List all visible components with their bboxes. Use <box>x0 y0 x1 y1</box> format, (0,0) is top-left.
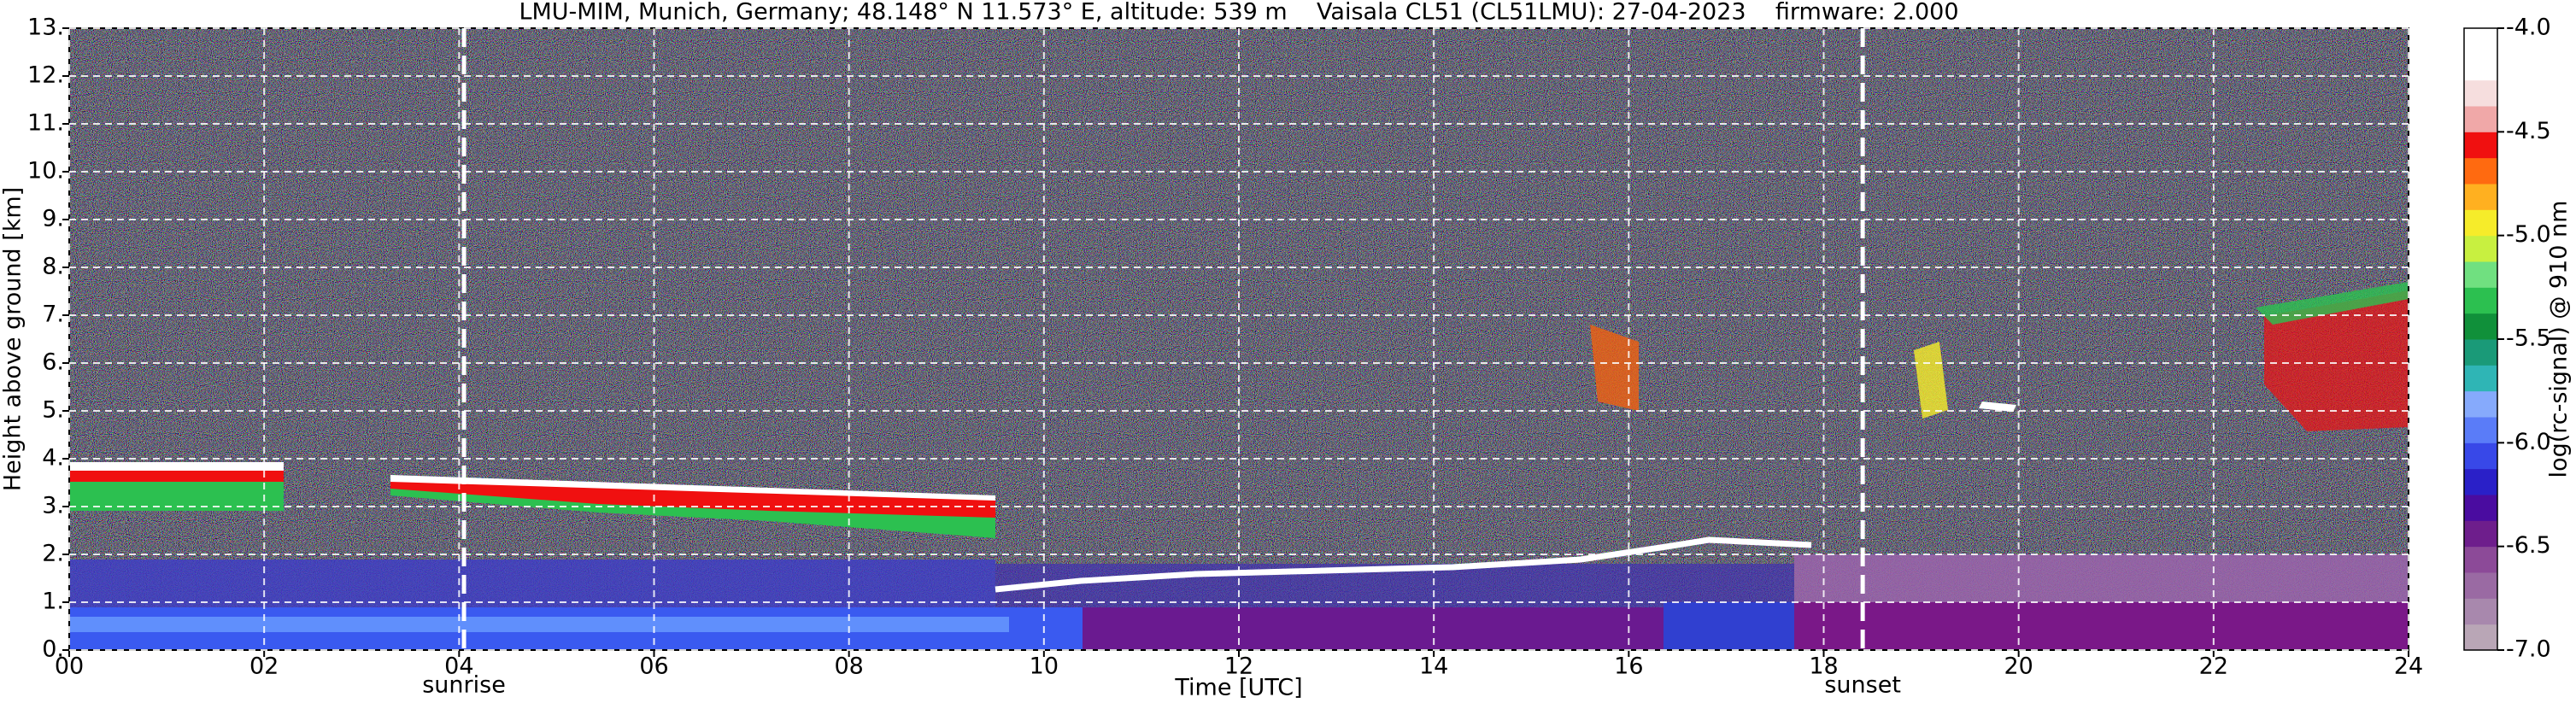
colorbar-segment <box>2464 28 2497 55</box>
x-tick-label: 00 <box>55 653 84 680</box>
colorbar-segment <box>2464 287 2497 314</box>
colorbar-segment <box>2464 106 2497 132</box>
cirrus <box>1590 325 1639 411</box>
colorbar-label: log(rc-signal) @ 910 nm <box>2546 201 2573 478</box>
x-tick-label: 06 <box>639 653 668 680</box>
y-tick-label: 1. <box>42 589 64 615</box>
colorbar-segment <box>2464 261 2497 288</box>
boundary-layer <box>69 617 1009 632</box>
x-tick-label: 12 <box>1224 653 1253 680</box>
boundary-layer <box>1083 607 1664 650</box>
cloud-layer <box>69 462 284 471</box>
y-axis-label: Height above ground [km] <box>0 187 26 491</box>
cirrus <box>1914 342 1948 419</box>
colorbar-segment <box>2464 54 2497 81</box>
x-tick-label: 18 <box>1809 653 1838 680</box>
x-tick-label: 14 <box>1419 653 1448 680</box>
y-tick-label: 9. <box>42 206 64 232</box>
colorbar-tick-label: -7.0 <box>2506 636 2551 663</box>
colorbar-segment <box>2464 468 2497 495</box>
y-tick-label: 3. <box>42 493 64 519</box>
y-tick-label: 8. <box>42 254 64 280</box>
chart-title: LMU-MIM, Munich, Germany; 48.148° N 11.5… <box>519 0 1958 26</box>
colorbar-segment <box>2464 417 2497 443</box>
colorbar-tick-label: -4.5 <box>2506 118 2551 144</box>
colorbar-segment <box>2464 365 2497 392</box>
cirrus <box>1979 401 2016 412</box>
x-tick-label: 04 <box>444 653 473 680</box>
x-tick-label: 22 <box>2199 653 2228 680</box>
colorbar-segment <box>2464 313 2497 340</box>
sun-marker-label: sunrise <box>422 672 506 699</box>
cloud-layer <box>69 470 284 482</box>
colorbar-tick-label: -5.5 <box>2506 325 2551 352</box>
y-tick-label: 2. <box>42 541 64 567</box>
cloud-layer <box>69 480 284 511</box>
y-tick-label: 11. <box>27 110 64 137</box>
cloud-layer <box>390 478 995 518</box>
colorbar-segment <box>2464 235 2497 262</box>
colorbar-tick-label: -6.0 <box>2506 429 2551 455</box>
x-tick-label: 24 <box>2394 653 2423 680</box>
x-tick-label: 08 <box>834 653 863 680</box>
colorbar-segment <box>2464 572 2497 599</box>
colorbar-segment <box>2464 624 2497 651</box>
colorbar-segment <box>2464 79 2497 107</box>
colorbar-segment <box>2464 442 2497 470</box>
x-tick-label: 20 <box>2004 653 2033 680</box>
colorbar-segment <box>2464 495 2497 521</box>
colorbar-segment <box>2464 390 2497 418</box>
colorbar-segment <box>2464 132 2497 159</box>
cloud-layer <box>390 475 995 501</box>
y-tick-label: 0. <box>42 636 64 663</box>
colorbar-tick-label: -6.5 <box>2506 532 2551 559</box>
colorbar-segment <box>2464 184 2497 210</box>
cirrus <box>2256 282 2409 325</box>
y-tick-label: 5. <box>42 397 64 424</box>
y-tick-label: 7. <box>42 302 64 328</box>
colorbar-segment <box>2464 546 2497 573</box>
y-tick-label: 12. <box>27 62 64 89</box>
sun-marker-label: sunset <box>1824 672 1901 699</box>
colorbar-segment <box>2464 520 2497 548</box>
boundary-layer <box>1664 602 1794 650</box>
x-tick-label: 16 <box>1614 653 1643 680</box>
x-tick-label: 02 <box>249 653 279 680</box>
y-tick-label: 4. <box>42 445 64 472</box>
aerosol-layer <box>69 560 995 607</box>
low-cloud <box>995 536 1812 593</box>
y-tick-label: 10. <box>27 158 64 185</box>
x-axis-label: Time [UTC] <box>1174 675 1302 701</box>
aerosol-layer <box>1794 554 2409 602</box>
y-tick-label: 13. <box>27 15 64 41</box>
colorbar-tick-label: -5.0 <box>2506 221 2551 248</box>
boundary-layer <box>1794 602 2409 650</box>
colorbar-segment <box>2464 157 2497 185</box>
cirrus <box>2264 290 2409 431</box>
colorbar-tick-label: -4.0 <box>2506 15 2551 41</box>
y-tick-label: 6. <box>42 349 64 376</box>
colorbar-segment <box>2464 598 2497 625</box>
x-tick-label: 10 <box>1030 653 1059 680</box>
colorbar-segment <box>2464 339 2497 366</box>
colorbar-segment <box>2464 209 2497 237</box>
